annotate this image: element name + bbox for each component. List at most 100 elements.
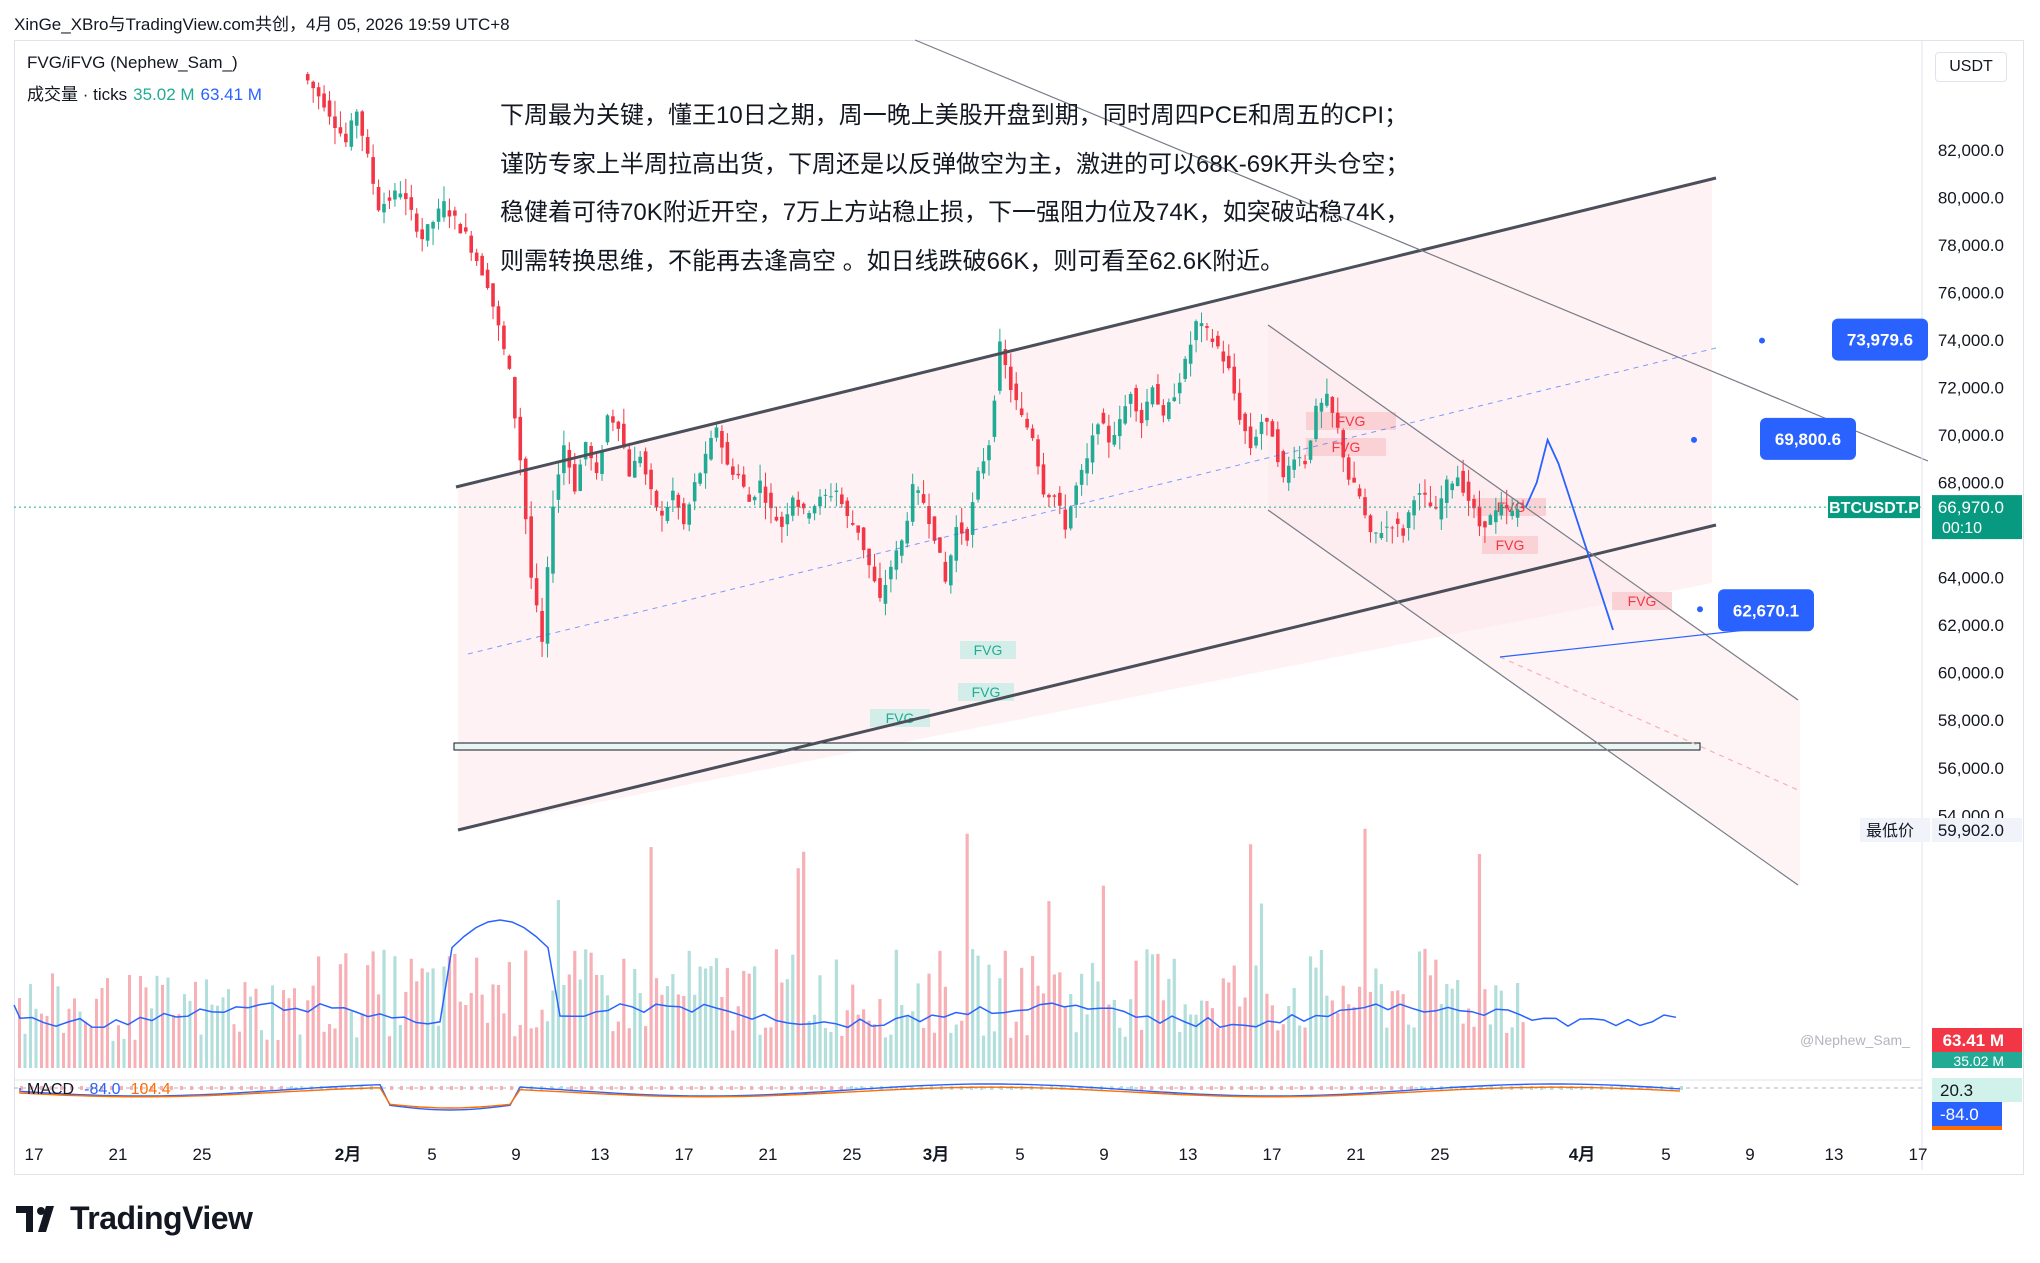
fvg-rect [1306,412,1396,430]
author-watermark: @Nephew_Sam_ [1800,1032,1910,1048]
candle-body [594,462,599,474]
volume-bar [1521,1022,1525,1068]
indicator-title[interactable]: FVG/iFVG (Nephew_Sam_) [27,53,238,72]
volume-bar [1183,1004,1187,1068]
tradingview-logo[interactable]: TradingView [16,1200,253,1237]
volume-bar [649,847,653,1068]
candle-body [1314,405,1318,440]
candle-body [393,190,397,200]
macd-hist-bar [220,1086,223,1090]
macd-hist-bar [630,1086,633,1090]
candle-body [905,520,910,544]
volume-bar [1020,967,1024,1068]
volume-bar [210,1004,214,1068]
volume-bar [62,1032,65,1068]
candle-body [327,100,332,117]
candle-body [496,306,501,326]
candle-body [469,235,474,253]
macd-value-tags: 20.3 -84.0 [1932,1078,2022,1130]
volume-bar [293,988,296,1068]
macd-hist-bar [470,1086,473,1090]
volume-bar [878,999,882,1068]
volume-bar [763,1027,768,1068]
volume-bar [654,978,659,1068]
macd-hist-bar [230,1086,233,1090]
volume-bar [921,1027,926,1068]
macd-pane [14,1079,1922,1111]
macd-hist-bar [190,1086,193,1090]
time-axis[interactable]: 17 21 25 2月 5 9 13 17 21 25 3月 5 9 13 17 21 25 4月 5 9 13 17 [25,1145,1928,1164]
candle-body [720,430,724,448]
volume-bar [1101,885,1106,1068]
candle-body [382,203,386,213]
currency-button[interactable]: USDT [1935,52,2007,82]
candle-body [1488,515,1493,525]
candle-body [311,81,315,89]
volume-bar [627,1028,631,1068]
candle-body [485,269,490,288]
macd-hist-bar [110,1086,113,1090]
volume-bar [298,1034,302,1068]
macd-hist-bar [1000,1086,1003,1090]
candle-body [818,496,822,507]
volume-bar [216,1005,219,1068]
lowest-label-bg [1860,818,1930,842]
volume-bar [271,985,274,1068]
volume-bar [172,1015,175,1068]
volume-bar [589,952,593,1068]
candle-body [665,506,670,521]
volume-bar [1030,955,1035,1068]
volume-ma-path [13,919,1677,1029]
volume-bar [791,954,795,1068]
candle-body [856,525,860,533]
volume-bar [1238,1006,1242,1068]
candle-body [829,496,833,498]
volume-bar [507,962,511,1068]
macd-hist-bar [640,1086,643,1090]
price-tick-label: 64,000.0 [1938,569,2004,588]
volume-bar [382,949,386,1068]
candle-body [850,522,855,525]
trend-lines[interactable] [455,39,1929,886]
candle-body [1058,492,1062,506]
candle-body [1237,392,1242,420]
macd-hist-bar [780,1086,783,1090]
volume-bar [823,1028,828,1068]
macd-hist-bar [1240,1086,1243,1090]
macd-hist-bar [180,1086,183,1090]
macd-legend[interactable]: MACD -84.0 104.4 [27,1081,171,1099]
macd-hist-bar [1270,1086,1273,1090]
volume-bar [1090,962,1095,1068]
volume-bar [1139,1029,1144,1068]
candle-body [1308,440,1313,460]
candle-body [676,494,681,508]
volume-legend[interactable]: 成交量 · ticks 35.02 M 63.41 M [27,80,262,105]
candle-body [747,494,751,502]
candle-body [1216,335,1220,347]
price-axis[interactable]: 82,000.0 80,000.0 78,000.0 76,000.0 74,000.0… [1921,40,2004,1170]
volume-bar [720,996,724,1068]
volume-bar [894,949,898,1068]
macd-hist-bar [890,1086,893,1090]
candle-body [1477,506,1482,527]
candle-body [731,466,735,475]
candle-body [572,464,577,492]
volume-bar [938,950,942,1068]
macd-hist-bar [120,1086,123,1090]
candle-body [611,416,615,423]
volume-bar [327,1024,332,1068]
candle-body [1335,412,1340,428]
time-tick-label: 3月 [923,1145,949,1164]
volume-bar [1505,1032,1509,1068]
note-line: 则需转换思维，不能再去逢高空 。如日线跌破66K，则可看至62.6K附近。 [500,247,1285,275]
macd-hist-bar [1350,1086,1353,1090]
volume-bar [409,958,413,1068]
fvg-label: FVG [1496,537,1525,553]
candle-body [1085,458,1089,474]
volume-bar [1041,993,1046,1068]
candle-body [714,427,719,438]
callout-dot [1691,436,1697,443]
volume-bar [338,964,343,1068]
macd-hist-bar [1260,1086,1263,1090]
